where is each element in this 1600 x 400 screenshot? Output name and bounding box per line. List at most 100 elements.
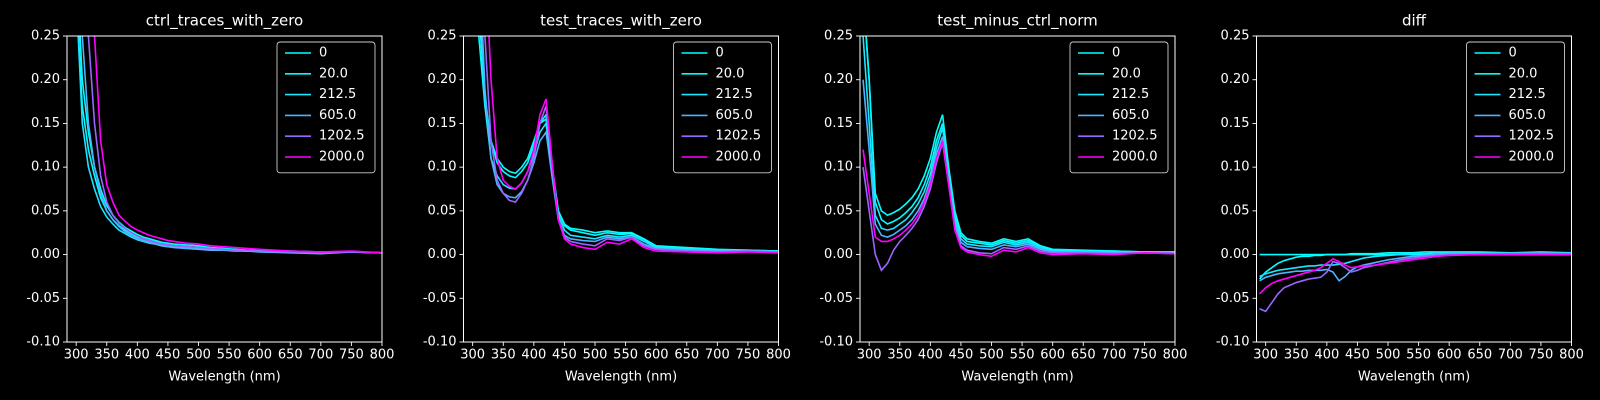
y-tick-label: 0.15 [31,116,60,131]
x-tick-label: 500 [583,348,608,363]
y-tick-label: 0.15 [428,116,457,131]
subplot-title: test_traces_with_zero [540,12,702,31]
x-tick-label: 400 [125,348,150,363]
legend-label: 20.0 [1112,66,1141,81]
legend-label: 605.0 [1112,108,1149,123]
x-tick-label: 750 [736,348,761,363]
y-tick-label: 0.10 [1221,160,1250,175]
x-tick-label: 300 [857,348,882,363]
legend-label: 1202.5 [319,129,365,144]
y-tick-label: 0.00 [428,247,457,262]
legend-label: 2000.0 [1509,150,1555,165]
data-line [481,36,779,253]
y-tick-label: 0.25 [824,29,853,44]
legend-label: 0 [716,46,724,61]
y-tick-label: -0.10 [819,335,853,350]
subplot: test_traces_with_zero Wavelength (nm) 300 3… [423,12,791,385]
x-tick-label: 800 [370,348,395,363]
x-tick-label: 600 [1040,348,1065,363]
x-tick-label: 800 [766,348,791,363]
legend-label: 20.0 [1509,66,1538,81]
legend-label: 1202.5 [716,129,762,144]
x-tick-label: 750 [1529,348,1554,363]
legend-label: 212.5 [319,87,356,102]
x-tick-label: 300 [64,348,89,363]
x-tick-label: 500 [979,348,1004,363]
x-tick-label: 350 [887,348,912,363]
x-tick-label: 300 [1253,348,1278,363]
legend-label: 0 [1112,46,1120,61]
legend-box [276,41,376,174]
x-tick-label: 550 [1406,348,1431,363]
legend: 0 20.0 212.5 605.0 1202.5 2000.0 [1069,41,1169,174]
data-line [93,36,382,254]
legend: 0 20.0 212.5 605.0 1202.5 2000.0 [1466,41,1565,174]
x-tick-label: 550 [217,348,242,363]
x-tick-label: 700 [705,348,730,363]
legend-box [673,41,772,174]
legend-label: 1202.5 [1112,129,1158,144]
x-tick-label: 650 [1071,348,1096,363]
x-tick-label: 600 [247,348,272,363]
subplot-title: test_minus_ctrl_norm [937,12,1098,31]
legend-label: 20.0 [716,66,745,81]
y-tick-label: 0.20 [31,72,60,87]
x-tick-label: 650 [1467,348,1492,363]
x-tick-label: 750 [1132,348,1157,363]
data-line [1259,252,1572,278]
x-tick-label: 500 [1376,348,1401,363]
x-tick-label: 700 [1498,348,1523,363]
data-line [1259,252,1572,313]
y-tick-label: -0.10 [423,335,457,350]
legend-label: 605.0 [319,108,356,123]
legend-label: 2000.0 [716,150,762,165]
y-tick-label: 0.25 [428,29,457,44]
axes-frame [859,35,1176,343]
x-tick-label: 650 [674,348,699,363]
x-tick-label: 350 [491,348,516,363]
x-tick-label: 800 [1163,348,1188,363]
y-tick-label: -0.05 [1216,291,1250,306]
subplot: diff Wavelength (nm) 300 350 400 450 500 550 600… [1216,12,1584,385]
y-tick-label: 0.10 [31,160,60,175]
y-tick-label: -0.10 [26,335,60,350]
y-tick-label: 0.15 [1221,116,1250,131]
legend-label: 0 [1509,46,1517,61]
y-tick-label: -0.05 [423,291,457,306]
axes-frame [66,35,383,343]
x-tick-label: 700 [1101,348,1126,363]
legend-label: 1202.5 [1509,129,1555,144]
x-tick-label: 800 [1559,348,1584,363]
y-tick-label: 0.20 [824,72,853,87]
y-tick-label: 0.10 [824,160,853,175]
legend-label: 212.5 [1509,87,1546,102]
x-tick-label: 350 [94,348,119,363]
subplot-title: ctrl_traces_with_zero [146,12,303,31]
y-tick-label: 0.05 [1221,203,1250,218]
x-tick-label: 450 [1345,348,1370,363]
y-tick-label: 0.00 [824,247,853,262]
y-tick-label: 0.20 [428,72,457,87]
x-tick-label: 300 [460,348,485,363]
legend-label: 2000.0 [319,150,365,165]
x-axis-label: Wavelength (nm) [565,370,677,385]
data-line [81,36,382,255]
y-tick-label: 0.00 [31,247,60,262]
y-tick-label: 0.15 [824,116,853,131]
y-tick-label: 0.20 [1221,72,1250,87]
data-line [87,36,382,254]
legend-label: 212.5 [716,87,753,102]
x-tick-label: 600 [1437,348,1462,363]
y-tick-label: -0.10 [1216,335,1250,350]
legend-label: 605.0 [716,108,753,123]
legend: 0 20.0 212.5 605.0 1202.5 2000.0 [276,41,376,174]
legend-label: 2000.0 [1112,150,1158,165]
legend-label: 0 [319,46,327,61]
data-line [1258,253,1572,295]
y-tick-label: 0.25 [31,29,60,44]
x-tick-label: 450 [949,348,974,363]
legend-label: 605.0 [1509,108,1546,123]
axes-frame [1256,35,1572,343]
